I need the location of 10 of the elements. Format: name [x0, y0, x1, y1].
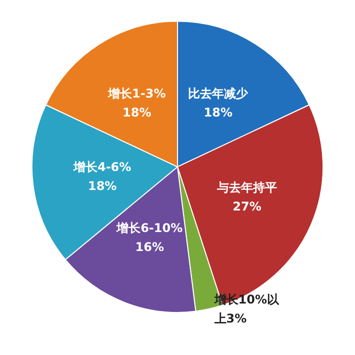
- data-label: 18%: [88, 178, 117, 193]
- slice-label: 增长1-3%: [107, 86, 166, 100]
- slice-label: 与去年持平: [216, 180, 278, 194]
- data-label: 18%: [204, 105, 232, 120]
- data-label: 27%: [232, 199, 262, 214]
- data-label: 18%: [122, 105, 152, 120]
- data-label: 16%: [135, 240, 164, 254]
- slice-label: 增长6-10%: [116, 220, 183, 235]
- slice-label: 增长4-6%: [72, 160, 132, 174]
- slice-label: 比去年减少: [188, 86, 250, 100]
